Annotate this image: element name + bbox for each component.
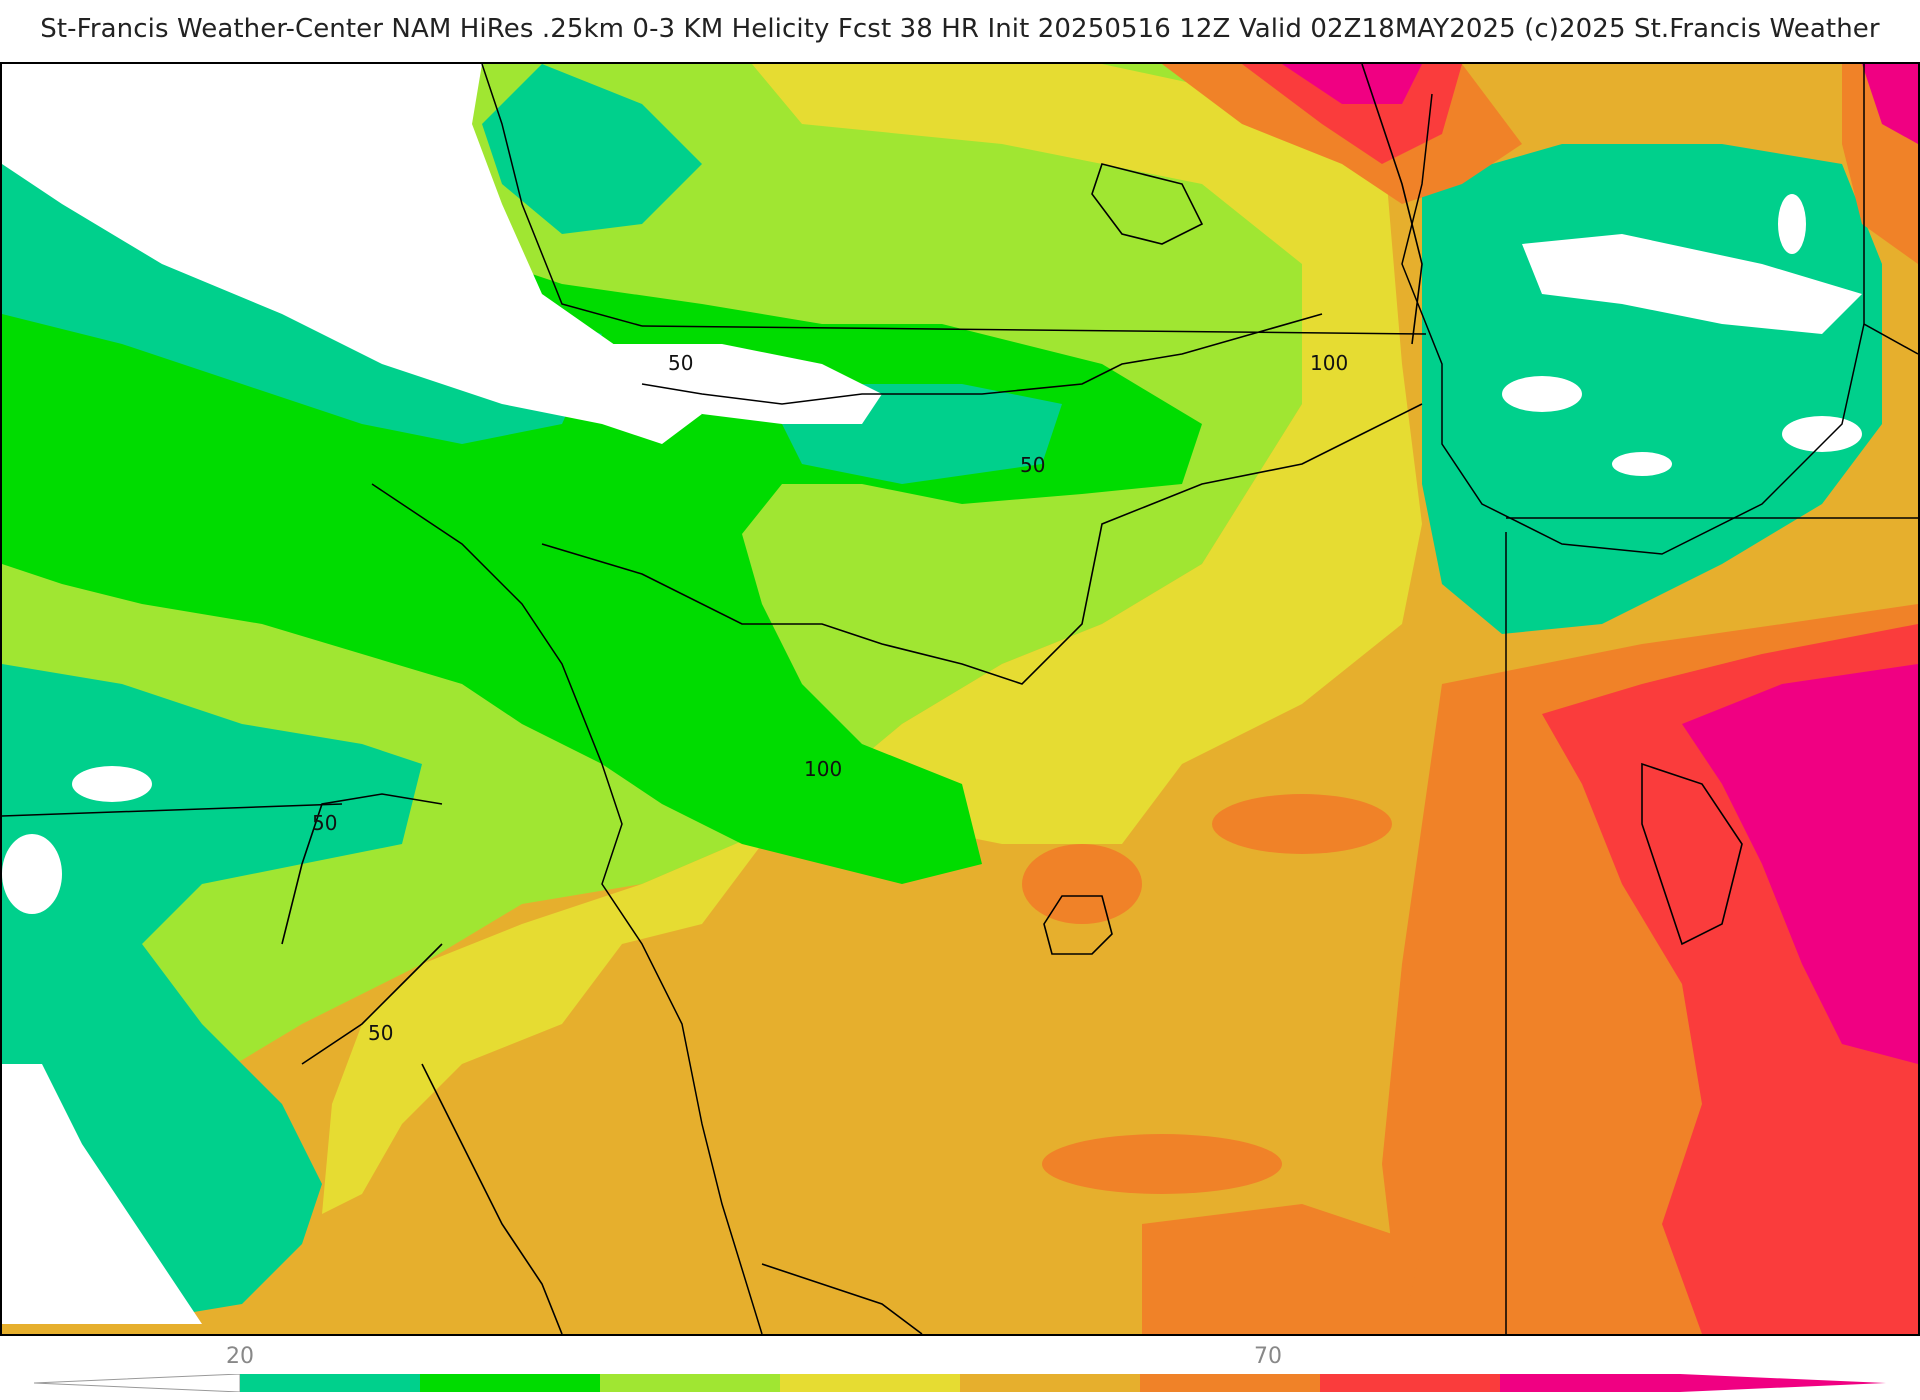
contour-line-closed-1 [1043, 895, 1113, 955]
contour-label: 50 [368, 1021, 393, 1045]
contour-line-east-closed [1641, 762, 1743, 946]
white-region-nose [602, 344, 882, 424]
colorbar-segment [780, 1374, 961, 1392]
colorbar-segment [1500, 1374, 1681, 1392]
colorbar-left-arrow [34, 1374, 241, 1392]
helicity-map: 50 50 100 100 50 50 [0, 62, 1920, 1336]
colorbar-tick-label: 20 [226, 1344, 254, 1369]
river-west [481, 64, 643, 327]
lake-white-blob-2 [1782, 416, 1862, 452]
orange-region-south [1142, 1204, 1422, 1334]
teal-region-north [482, 64, 702, 234]
white-blob-west [72, 766, 152, 802]
orange-patch-south-center [1022, 844, 1142, 924]
contour-label: 100 [804, 757, 842, 781]
contour-line-50-south [301, 943, 443, 1065]
colorbar-tick-label: 70 [1254, 1344, 1282, 1369]
white-region-far-sw [2, 1064, 202, 1324]
helicity-field: 50 50 100 100 50 50 [2, 64, 1918, 1334]
lake-white-blob [1502, 376, 1582, 412]
lake-white-blob-4 [1778, 194, 1806, 254]
contour-line-ne [1361, 64, 1423, 345]
colorbar-segment [420, 1374, 601, 1392]
state-border-north [641, 325, 1427, 335]
colorbar-segment [600, 1374, 781, 1392]
contour-line-50-sw [281, 793, 443, 945]
contour-label: 50 [668, 351, 693, 375]
colorbar-segment [1140, 1374, 1321, 1392]
colorbar-right-arrow [1680, 1374, 1886, 1392]
magenta-region-far-ne [1862, 64, 1918, 144]
lake-white-blob-3 [1612, 452, 1672, 476]
magenta-region-northeast [1282, 64, 1422, 104]
colorbar-segment [960, 1374, 1141, 1392]
contour-label: 100 [1310, 351, 1348, 375]
contour-line-50-north [641, 313, 1323, 405]
colorbar-segment [240, 1374, 421, 1392]
teal-region-southwest [2, 664, 422, 1324]
contour-label: 50 [1020, 453, 1045, 477]
lake-region-white-1 [1522, 234, 1862, 334]
river-central [371, 483, 763, 1334]
yellow-region-central [322, 64, 1422, 1214]
orange-patch-south [1042, 1134, 1282, 1194]
white-blob-west-2 [2, 834, 62, 914]
colorbar [34, 1374, 1886, 1392]
white-region-northwest [2, 64, 702, 444]
colorbar-segments [240, 1374, 1681, 1392]
contour-line-river-south [421, 1063, 563, 1334]
state-border-south [2, 803, 343, 817]
contour-line-south-2 [761, 1263, 923, 1334]
colorbar-segment [1320, 1374, 1501, 1392]
orange-patch-south-east [1212, 794, 1392, 854]
contour-label: 50 [312, 811, 337, 835]
contour-line-100-central [541, 403, 1423, 685]
map-title: St-Francis Weather-Center NAM HiRes .25k… [40, 14, 1880, 44]
magenta-region-east [1682, 664, 1918, 1064]
lake-michigan-shore [1401, 93, 1865, 555]
contour-line-closed-2 [1091, 163, 1204, 245]
